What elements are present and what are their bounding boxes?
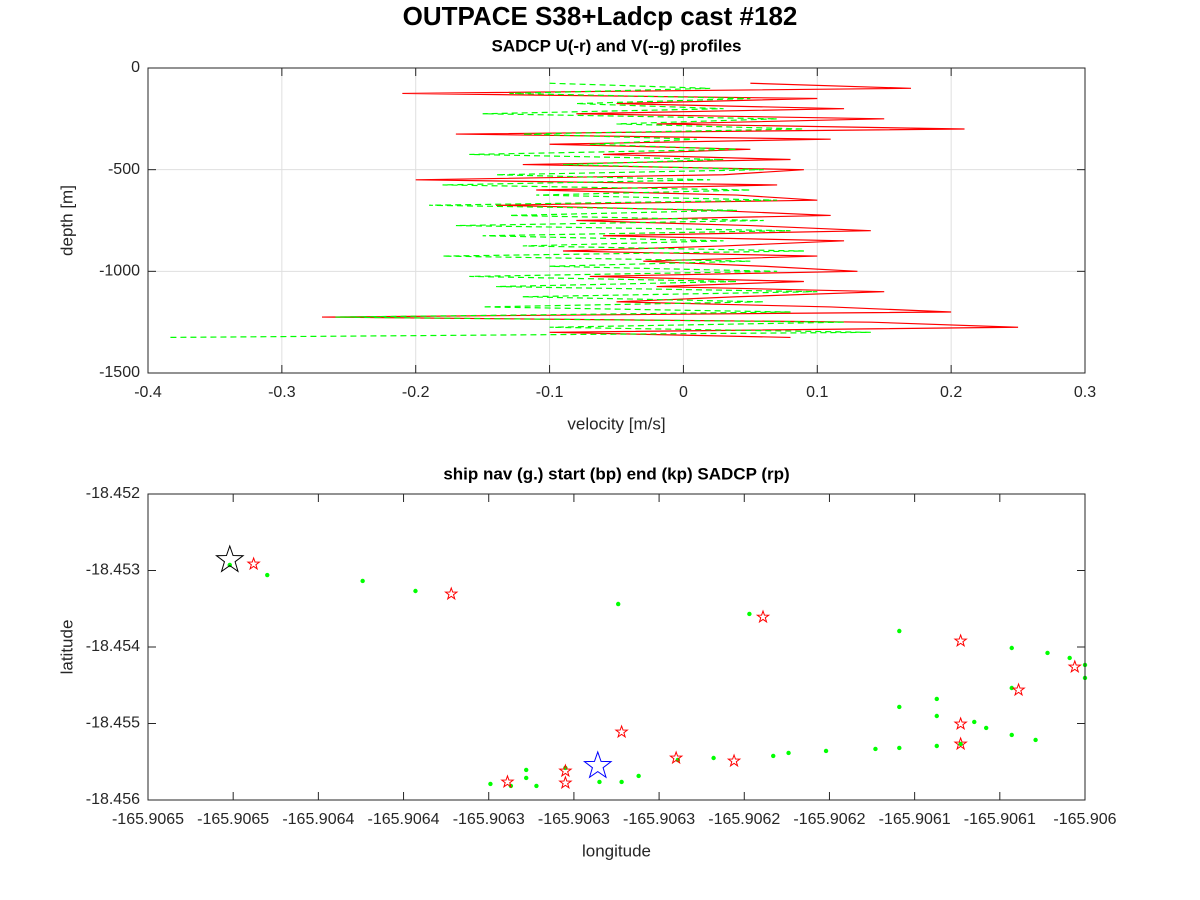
sadcp-star [444, 586, 459, 601]
x-tick-label: -165.9063 [623, 811, 695, 828]
profile-line [168, 82, 871, 339]
nav-point [934, 743, 939, 749]
y-axis-label: depth [m] [57, 185, 76, 256]
x-tick-label: 0.1 [806, 384, 828, 401]
nav-point [1009, 685, 1014, 691]
nav-point [360, 578, 365, 584]
nav-point [1045, 650, 1050, 656]
y-tick-label: -1500 [99, 364, 140, 381]
x-tick-label: -165.9062 [708, 811, 780, 828]
nav-point [897, 704, 902, 710]
x-tick-label: -0.2 [402, 384, 430, 401]
sadcp-star [500, 774, 515, 789]
sadcp-star [558, 763, 573, 778]
nav-point [1033, 737, 1038, 743]
nav-point [823, 748, 829, 754]
x-tick-label: -0.4 [134, 384, 162, 401]
nav-point [413, 588, 418, 594]
nav-point [616, 601, 621, 607]
x-tick-label: -165.9063 [453, 811, 525, 828]
nav-point [265, 572, 270, 578]
nav-point [1009, 732, 1014, 738]
sadcp-star [1067, 659, 1082, 674]
x-axis-label: longitude [582, 841, 651, 860]
nav-point [934, 696, 939, 702]
y-tick-label: -18.456 [86, 791, 140, 808]
y-tick-label: 0 [131, 59, 140, 76]
x-tick-label: -165.9064 [282, 811, 354, 828]
y-tick-label: -18.452 [86, 485, 140, 502]
sadcp-star [558, 775, 573, 790]
sadcp-star [953, 716, 968, 731]
nav-point [747, 611, 752, 617]
y-tick-label: -18.455 [86, 715, 140, 732]
sadcp-star [726, 753, 742, 768]
x-tick-label: -0.1 [536, 384, 564, 401]
x-tick-label: -165.906 [1053, 811, 1116, 828]
nav-point [897, 628, 902, 634]
nav-point [711, 755, 716, 761]
x-tick-label: -165.9061 [879, 811, 951, 828]
nav-point [934, 713, 939, 719]
y-tick-label: -18.453 [86, 562, 140, 579]
nav-point [524, 775, 529, 781]
x-tick-label: -165.9062 [793, 811, 865, 828]
x-tick-label: 0.3 [1074, 384, 1096, 401]
y-tick-label: -18.454 [86, 638, 140, 655]
x-tick-label: -165.9063 [538, 811, 610, 828]
chart-title: SADCP U(-r) and V(--g) profiles [492, 36, 742, 55]
sadcp-star [953, 736, 968, 751]
x-tick-label: -165.9065 [197, 811, 269, 828]
chart-title: ship nav (g.) start (bp) end (kp) SADCP … [443, 464, 789, 483]
nav-point [983, 725, 989, 731]
y-tick-label: -500 [108, 161, 140, 178]
y-tick-label: -1000 [99, 263, 140, 280]
nav-point [897, 745, 902, 751]
plot-area [148, 494, 1085, 800]
sadcp-star [246, 556, 261, 571]
nav-point [1009, 645, 1014, 651]
nav-point [597, 779, 602, 785]
nav-point [1067, 655, 1072, 661]
nav-point [771, 753, 776, 759]
y-axis-label: latitude [57, 620, 76, 675]
x-axis-label: velocity [m/s] [567, 414, 665, 433]
position-star [583, 750, 613, 779]
nav-point [619, 779, 624, 785]
nav-point [873, 746, 878, 752]
sadcp-star [668, 750, 684, 765]
x-tick-label: 0 [679, 384, 688, 401]
nav-point [534, 783, 539, 789]
x-tick-label: -0.3 [268, 384, 296, 401]
plot-frame [147, 67, 1086, 374]
x-tick-label: -165.9065 [112, 811, 184, 828]
nav-point [636, 773, 641, 779]
nav-point [786, 750, 791, 756]
plot-area [148, 68, 1085, 373]
nav-point [524, 767, 529, 773]
nav-point [958, 741, 963, 747]
position-star [215, 544, 245, 573]
x-tick-label: 0.2 [940, 384, 962, 401]
sadcp-star [755, 609, 771, 624]
sadcp-star [953, 633, 968, 648]
x-tick-label: -165.9064 [368, 811, 440, 828]
figure-title: OUTPACE S38+Ladcp cast #182 [403, 1, 798, 31]
sadcp-star [1011, 682, 1026, 697]
sadcp-star [614, 724, 629, 739]
nav-point [488, 781, 493, 787]
nav-point [972, 719, 977, 725]
x-tick-label: -165.9061 [964, 811, 1036, 828]
plot-frame [147, 493, 1086, 801]
